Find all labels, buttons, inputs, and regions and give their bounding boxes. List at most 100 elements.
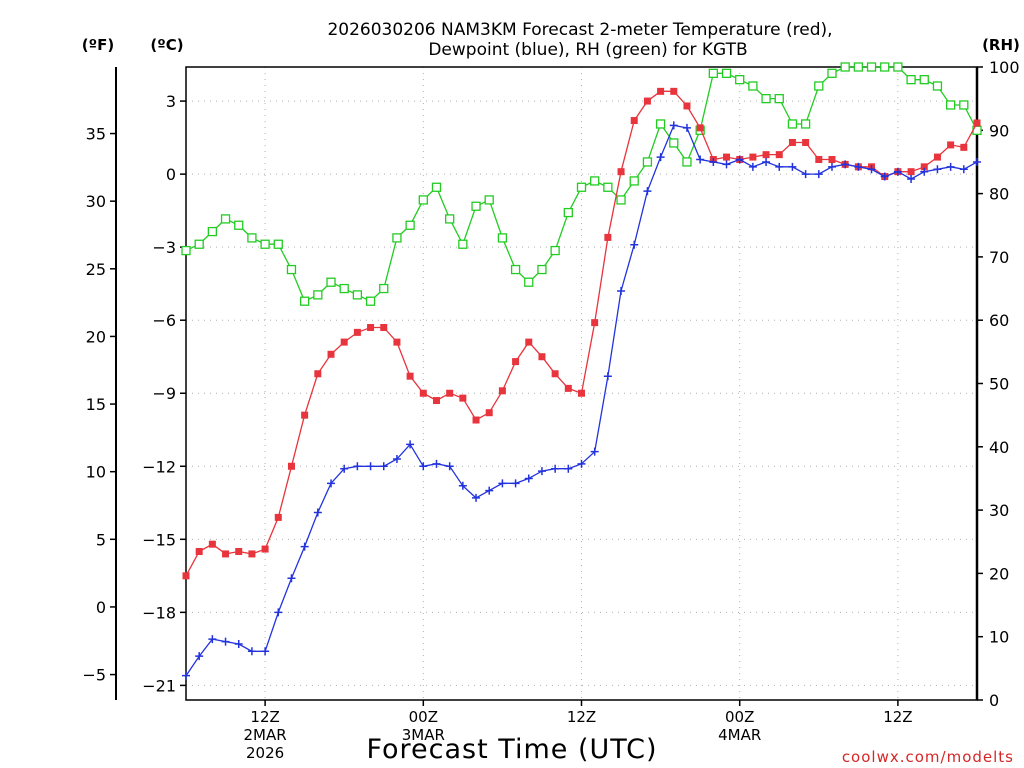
rh-point — [787, 119, 798, 129]
rh-point — [708, 68, 718, 78]
rh-tick-label: 90 — [989, 121, 1009, 140]
series-dewpoint — [182, 121, 981, 680]
x-tick-label: 12Z — [250, 708, 279, 726]
fahrenheit-tick-label: 25 — [86, 260, 106, 279]
x-axis-title: Forecast Time (UTC) — [366, 734, 657, 765]
temperature-point — [564, 384, 572, 392]
fahrenheit-tick-label: −5 — [82, 666, 106, 685]
rh-point — [445, 214, 455, 224]
temperature-point — [498, 387, 506, 395]
dewpoint-point — [327, 479, 336, 488]
dewpoint-point — [419, 462, 428, 471]
temperature-point — [472, 416, 480, 424]
temperature-point — [446, 389, 454, 397]
fahrenheit-tick-label: 20 — [86, 327, 106, 346]
dewpoint-point — [946, 162, 955, 171]
x-tick-date: 2MAR — [244, 726, 287, 744]
chart-title-line1: 2026030206 NAM3KM Forecast 2-meter Tempe… — [327, 20, 832, 40]
rh-point — [655, 119, 666, 129]
celsius-tick-label: −15 — [142, 530, 176, 549]
dewpoint-point — [669, 121, 678, 130]
temperature-point — [327, 350, 335, 358]
dewpoint-point — [458, 481, 467, 490]
credit-text: coolwx.com/modelts — [842, 748, 1014, 766]
temperature-point — [657, 87, 665, 95]
rh-point — [682, 157, 692, 167]
series-line-dewpoint — [185, 124, 978, 677]
temperature-point — [683, 102, 691, 110]
rh-point — [326, 277, 336, 287]
rh-point — [220, 214, 231, 224]
temperature-point — [314, 370, 322, 378]
dewpoint-point — [234, 640, 243, 649]
temperature-point — [670, 87, 678, 95]
rh-point — [471, 201, 481, 211]
rh-point — [576, 182, 587, 192]
dewpoint-point — [445, 462, 454, 471]
rh-point — [945, 100, 956, 110]
temperature-point — [591, 319, 599, 327]
dewpoint-point — [959, 165, 968, 174]
rh-point — [484, 195, 494, 205]
dewpoint-point — [182, 671, 190, 680]
fahrenheit-tick-label: 15 — [86, 395, 106, 414]
rh-point — [669, 138, 679, 148]
temperature-point — [617, 168, 625, 176]
dewpoint-point — [511, 479, 520, 488]
dewpoint-point — [775, 162, 784, 171]
rh-point — [194, 239, 204, 249]
x-tick-label: 12Z — [567, 708, 596, 726]
fahrenheit-unit-label: (ºF) — [82, 36, 114, 54]
temperature-point — [261, 545, 269, 553]
rh-point — [537, 264, 547, 275]
temperature-point — [182, 572, 190, 580]
dewpoint-point — [696, 155, 705, 164]
rh-point — [827, 68, 837, 78]
dewpoint-point — [498, 479, 507, 488]
grid-lines — [186, 67, 977, 700]
temperature-point — [749, 153, 757, 161]
temperature-point — [920, 163, 928, 171]
rh-point — [616, 195, 626, 205]
dewpoint-point — [379, 462, 388, 471]
temperature-point — [393, 338, 401, 346]
rh-point — [748, 81, 758, 91]
rh-point — [853, 62, 863, 72]
rh-tick-label: 30 — [989, 501, 1009, 520]
rh-point — [286, 264, 297, 275]
temperature-point — [459, 394, 467, 402]
rh-point — [273, 239, 283, 249]
dewpoint-point — [472, 493, 481, 502]
dewpoint-point — [854, 162, 863, 171]
dewpoint-point — [920, 167, 929, 176]
dewpoint-point — [340, 464, 349, 473]
rh-point — [919, 75, 929, 85]
temperature-point — [248, 550, 256, 558]
rh-point — [880, 62, 890, 72]
dewpoint-point — [247, 647, 256, 656]
dewpoint-point — [353, 462, 362, 471]
temperature-point — [630, 117, 638, 125]
dewpoint-point — [617, 286, 626, 295]
temperature-point — [960, 143, 968, 151]
dewpoint-point — [893, 167, 902, 176]
plot-frame — [185, 66, 978, 701]
x-tick-label: 12Z — [883, 708, 912, 726]
dewpoint-point — [485, 486, 494, 495]
rh-tick-label: 0 — [989, 691, 999, 710]
rh-point — [299, 296, 310, 306]
celsius-unit-label: (ºC) — [150, 36, 183, 54]
temperature-point — [380, 324, 388, 332]
dewpoint-point — [682, 123, 691, 132]
temperature-point — [723, 153, 731, 161]
dewpoint-point — [788, 162, 797, 171]
rh-point — [590, 176, 600, 186]
dewpoint-point — [827, 162, 836, 171]
dewpoint-point — [392, 454, 401, 463]
celsius-tick-label: −9 — [152, 384, 176, 403]
temperature-point — [788, 138, 796, 146]
dewpoint-point — [195, 652, 204, 661]
dewpoint-point — [709, 157, 718, 166]
celsius-tick-label: −3 — [152, 238, 176, 257]
